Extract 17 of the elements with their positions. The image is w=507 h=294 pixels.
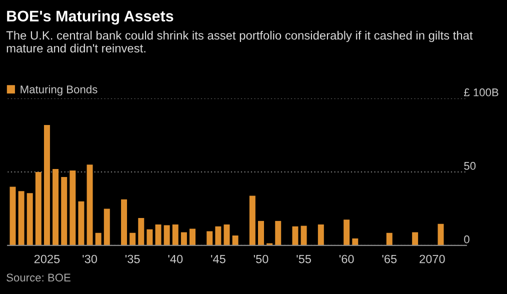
x-tick-label: '55 (296, 254, 311, 264)
y-tick-label: £ 100B (464, 88, 498, 96)
chart-subtitle: The U.K. central bank could shrink its asset portfolio considerably if it cashed in gilts that mature and didn't reinvest. (6, 30, 473, 53)
x-tick-label: 2025 (34, 254, 60, 264)
x-tick-label: '65 (382, 254, 397, 264)
chart-title: BOE's Maturing Assets (7, 10, 174, 25)
x-tick-label: '30 (82, 254, 98, 264)
x-tick-label: '45 (211, 254, 226, 264)
x-tick-label: '40 (168, 254, 183, 264)
legend-label: Maturing Bonds (20, 85, 98, 96)
x-tick-label: '35 (125, 254, 140, 264)
x-tick-label: '60 (340, 254, 354, 264)
source-note: Source: BOE (6, 274, 70, 282)
x-tick-label: '50 (254, 254, 268, 264)
x-tick-label: 2070 (420, 254, 445, 264)
y-tick-label: 50 (464, 162, 476, 170)
y-tick-label: 0 (464, 235, 470, 244)
